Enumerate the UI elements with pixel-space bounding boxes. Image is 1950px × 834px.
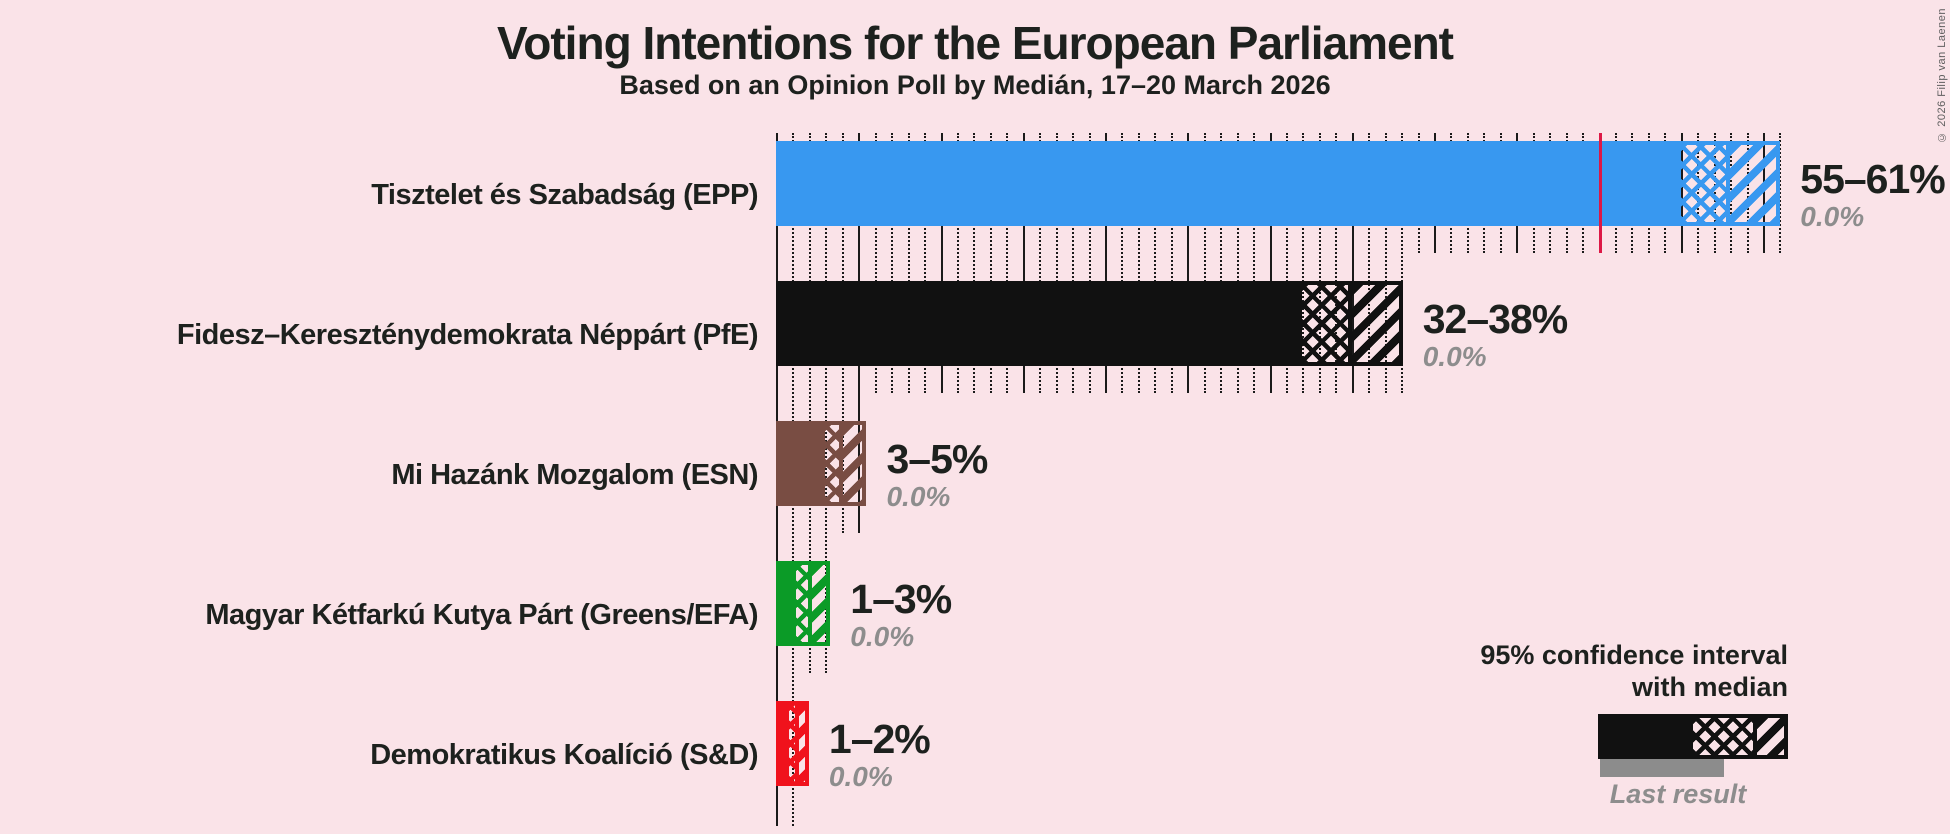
ci-value-label: 3–5% (886, 436, 988, 482)
gridline-minor (1170, 133, 1173, 393)
bar-diagonal-segment (1726, 145, 1777, 222)
chart-title: Voting Intentions for the European Parli… (497, 17, 1454, 69)
last-result-value-label: 0.0% (828, 761, 893, 792)
legend-sample-bar (1598, 714, 1788, 759)
legend-title-line2: with median (1631, 672, 1788, 702)
gridline-minor (1368, 133, 1371, 393)
party-label: Fidesz–Kereszténydemokrata Néppárt (PfE) (176, 319, 759, 351)
copyright-notice: © 2026 Filip van Laenen (1936, 8, 1948, 143)
bar-diagonal-segment (795, 705, 805, 782)
ci-value-label: 1–3% (850, 576, 952, 622)
bar-solid-segment (776, 141, 1681, 226)
party-label: Magyar Kétfarkú Kutya Párt (Greens/EFA) (205, 599, 758, 631)
ci-value-label: 55–61% (1800, 156, 1945, 202)
gridline-minor (1088, 133, 1091, 393)
gridline-minor (1055, 133, 1058, 393)
gridline-minor (1154, 133, 1157, 393)
gridline-major (1105, 133, 1107, 393)
gridline-minor (1072, 133, 1075, 393)
bar-confidence-interval (825, 421, 867, 506)
bar-confidence-interval (795, 561, 831, 646)
legend-crosshatch-segment (1693, 718, 1753, 755)
majority-line (1598, 133, 1602, 253)
bar-row (776, 701, 809, 786)
gridline-minor (956, 133, 959, 393)
value-block: 55–61% 0.0% (1800, 156, 1945, 233)
ci-value-label: 32–38% (1422, 296, 1568, 342)
ci-value-label: 1–2% (828, 716, 931, 762)
bar-confidence-interval (1680, 141, 1781, 226)
gridline-minor (1253, 133, 1256, 393)
last-result-value-label: 0.0% (850, 621, 915, 652)
gridline-minor (973, 133, 976, 393)
gridline-minor (1285, 133, 1288, 393)
value-block: 32–38% 0.0% (1422, 296, 1568, 373)
value-block: 1–3% 0.0% (850, 576, 952, 653)
gridline-major (1351, 133, 1354, 393)
bar-diagonal-segment (1347, 285, 1399, 362)
chart-subtitle: Based on an Opinion Poll by Medián, 17–2… (619, 70, 1331, 100)
bar-crosshatch-segment (789, 705, 796, 782)
bar-row (776, 561, 831, 646)
bar-crosshatch-segment (1680, 145, 1727, 222)
gridline-major (1022, 133, 1025, 393)
gridline-minor (808, 133, 811, 673)
party-label: Demokratikus Koalíció (S&D) (370, 739, 758, 771)
legend-confidence-interval (1693, 714, 1788, 759)
gridline-minor (825, 133, 828, 673)
last-result-value-label: 0.0% (886, 481, 951, 512)
bar-row (776, 141, 1781, 226)
legend-solid-segment (1598, 714, 1693, 759)
gridline-minor (1384, 133, 1387, 393)
legend-diagonal-segment (1753, 718, 1784, 755)
bar-solid-segment (776, 561, 796, 646)
legend-title-line1: 95% confidence interval (1480, 640, 1788, 670)
gridline-minor (874, 133, 877, 393)
bar-confidence-interval (789, 701, 809, 786)
gridline-minor (1039, 133, 1042, 393)
value-block: 3–5% 0.0% (886, 436, 988, 513)
bar-confidence-interval (1302, 281, 1403, 366)
gridline-minor (924, 133, 927, 393)
bar-solid-segment (776, 281, 1303, 366)
gridline-minor (1302, 133, 1305, 393)
last-result-value-label: 0.0% (1800, 201, 1865, 232)
gridline-minor (989, 133, 992, 393)
bar-crosshatch-segment (825, 425, 840, 502)
gridline-major (1269, 133, 1272, 393)
gridline-minor (1318, 133, 1321, 393)
gridline-minor (1401, 133, 1404, 393)
gridline-minor (1220, 133, 1223, 393)
bar-row (776, 421, 867, 506)
gridline-major (1187, 133, 1190, 393)
gridline-minor (891, 133, 894, 393)
bar-solid-segment (776, 421, 826, 506)
bar-crosshatch-segment (1302, 285, 1348, 362)
last-result-value-label: 0.0% (1422, 341, 1487, 372)
gridline-minor (1335, 133, 1338, 393)
gridline-minor (1203, 133, 1206, 393)
bar-diagonal-segment (839, 425, 863, 502)
bar-diagonal-segment (808, 565, 827, 642)
party-label: Mi Hazánk Mozgalom (ESN) (391, 459, 758, 491)
gridline-minor (1006, 133, 1009, 393)
gridline-minor (907, 133, 910, 393)
value-block: 1–2% 0.0% (828, 716, 931, 793)
legend-last-result-label: Last result (1609, 779, 1747, 809)
gridline-major (940, 133, 943, 393)
party-label: Tisztelet és Szabadság (EPP) (371, 179, 758, 211)
legend-last-result-bar (1600, 759, 1724, 777)
bar-crosshatch-segment (795, 565, 809, 642)
bar-solid-segment (776, 701, 790, 786)
gridline-minor (1236, 133, 1239, 393)
gridline-minor (1137, 133, 1140, 393)
gridline-minor (1779, 133, 1782, 253)
bar-row (776, 281, 1403, 366)
gridline-minor (1121, 133, 1124, 393)
